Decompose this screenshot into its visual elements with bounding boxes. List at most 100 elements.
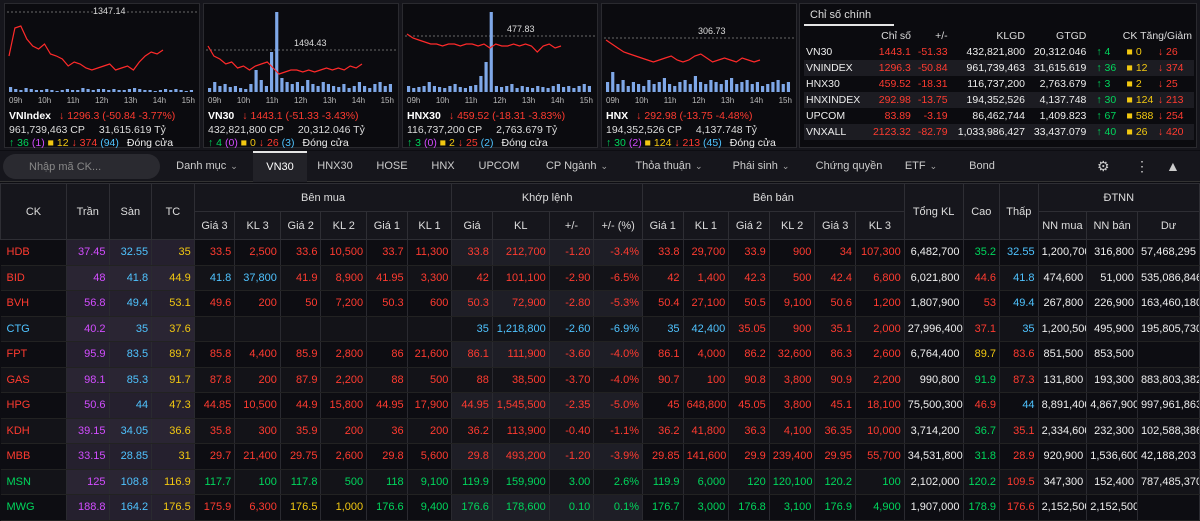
cell-cao: 53 — [963, 290, 1001, 317]
tab-bond[interactable]: Bond — [950, 151, 1014, 182]
stock-symbol[interactable]: MSN — [0, 469, 67, 495]
column-header[interactable]: Giá 1 — [366, 211, 408, 240]
tab-hnx[interactable]: HNX — [421, 151, 465, 182]
column-header[interactable]: Thấp — [999, 183, 1039, 240]
column-header[interactable]: Giá 3 — [193, 211, 236, 240]
volume-bar — [143, 90, 147, 92]
volume-bar — [174, 89, 178, 92]
cell-kl-3: 4,900 — [855, 494, 905, 521]
summary-row[interactable]: VNINDEX 1296.3 -50.84 961,739,463 31,615.619… — [804, 60, 1194, 76]
column-header[interactable]: Dư — [1136, 211, 1200, 240]
tab-label: VN30 — [266, 161, 294, 173]
summary-change: -82.79 — [912, 124, 950, 140]
stock-row[interactable]: HDB 37.45 32.55 35 33.5 2,500 33.6 10,500 33.7 11… — [0, 239, 1200, 266]
column-header[interactable]: +/- — [548, 211, 595, 240]
tab-cp-ng-nh[interactable]: CP Ngành ⌄ — [533, 151, 621, 182]
stock-symbol[interactable]: CTG — [0, 316, 67, 342]
column-header[interactable]: Giá 2 — [728, 211, 770, 240]
stock-row[interactable]: MSN 125 108.8 116.9 117.7 100 117.8 500 118 9,100… — [0, 469, 1200, 495]
column-header[interactable]: KL 3 — [854, 211, 905, 240]
column-header[interactable]: Giá 1 — [642, 211, 684, 240]
index-panel-hnx30[interactable]: 477.83 09h 10h 11h 12h 13h 14h 15h HNX30 ↓ 459.52 … — [402, 3, 598, 149]
summary-up: 30 — [1104, 94, 1117, 106]
stock-symbol[interactable]: BVH — [0, 290, 67, 317]
volume-bar — [668, 84, 672, 92]
cell-gi: 42 — [451, 265, 493, 291]
tab-vn30[interactable]: VN30 — [253, 151, 307, 182]
stock-symbol[interactable]: GAS — [0, 367, 67, 393]
cell-nn-mua: 1,200,700 — [1038, 239, 1088, 266]
column-header[interactable]: KL 2 — [320, 211, 368, 240]
more-vertical-icon[interactable]: ⋮ — [1135, 158, 1149, 174]
index-panel-vnindex[interactable]: 1347.14 09h 10h 11h 12h 13h 14h 15h VNIndex ↓ 1296… — [4, 3, 200, 149]
stock-symbol[interactable]: FPT — [0, 341, 67, 368]
column-header[interactable]: Trần — [65, 183, 110, 240]
column-header[interactable]: KL 3 — [234, 211, 281, 240]
column-header[interactable]: Giá — [451, 211, 493, 240]
volume-bar — [520, 86, 524, 92]
up-arrow-icon: ↑ — [606, 137, 615, 149]
summary-row[interactable]: VNXALL 2123.32 -82.79 1,033,986,427 33,437.0… — [804, 124, 1194, 140]
stock-row[interactable]: FPT 95.9 83.5 89.7 85.8 4,400 85.9 2,800 86 21,60… — [0, 341, 1200, 368]
column-header[interactable]: Giá 2 — [279, 211, 322, 240]
stock-symbol[interactable]: BID — [0, 265, 67, 291]
summary-row[interactable]: HNX30 459.52 -18.31 116,737,200 2,763.679 ↑ 3… — [804, 76, 1194, 92]
column-header[interactable]: KL 1 — [682, 211, 730, 240]
stock-row[interactable]: KDH 39.15 34.05 36.6 35.8 300 35.9 200 36 200 36.2… — [0, 418, 1200, 444]
summary-tab[interactable]: Chỉ số chính — [804, 8, 894, 26]
volume-bar — [388, 84, 392, 92]
tab-upcom[interactable]: UPCOM — [465, 151, 533, 182]
column-header[interactable]: KL 2 — [768, 211, 816, 240]
column-header[interactable]: +/- (%) — [593, 211, 643, 240]
column-header[interactable]: TC — [151, 183, 195, 240]
summary-volume: 86,462,744 — [972, 110, 1025, 122]
column-header[interactable]: NN mua — [1037, 211, 1088, 240]
stock-search-input[interactable] — [3, 154, 160, 179]
summary-row[interactable]: HNXINDEX 292.98 -13.75 194,352,526 4,137.748… — [804, 92, 1194, 108]
column-header[interactable]: Cao — [962, 183, 1001, 240]
summary-row[interactable]: UPCOM 83.89 -3.19 86,462,744 1,409.823 ↑ 67 ■ … — [804, 108, 1194, 124]
column-header[interactable]: KL 1 — [406, 211, 453, 240]
column-header[interactable]: Giá 3 — [814, 211, 856, 240]
decliners: 374 — [79, 137, 98, 149]
index-panel-vn30[interactable]: 1494.43 09h 10h 11h 12h 13h 14h 15h VN30 ↓ 1443.1 … — [203, 3, 399, 149]
tab-danh-m-c[interactable]: Danh mục ⌄ — [163, 151, 251, 182]
column-header[interactable]: Sàn — [108, 183, 153, 240]
volume-bar — [373, 84, 377, 92]
column-header[interactable]: Tổng KL — [903, 183, 964, 240]
cell-tr-n: 95.9 — [66, 341, 110, 368]
volume-bar — [337, 87, 341, 92]
tab-ph-i-sinh[interactable]: Phái sinh ⌄ — [716, 151, 806, 182]
arrow-up-icon[interactable]: ▲ — [1166, 158, 1180, 174]
tab-hose[interactable]: HOSE — [363, 151, 421, 182]
stock-row[interactable]: CTG 40.2 35 37.6 35 1,218,800 -2.60 -6.9% 35 42,4… — [0, 316, 1200, 342]
cell-: 2.6% — [593, 469, 643, 495]
tab-th-a-thu-n[interactable]: Thỏa thuận ⌄ — [622, 151, 716, 182]
cell-kl-3: 200 — [234, 290, 281, 317]
tab-hnx30[interactable]: HNX30 — [307, 151, 363, 182]
gear-icon[interactable]: ⚙ — [1097, 158, 1110, 174]
tab-ch-ng-quy-n[interactable]: Chứng quyền — [806, 151, 892, 182]
stock-row[interactable]: GAS 98.1 85.3 91.7 87.8 200 87.9 2,200 88 500 88 38… — [0, 367, 1200, 393]
stock-symbol[interactable]: HDB — [0, 239, 67, 266]
volume-bar — [479, 76, 483, 92]
stock-row[interactable]: MBB 33.15 28.85 31 29.7 21,400 29.75 2,600 29.8 5… — [0, 443, 1200, 470]
volume-bar — [556, 84, 560, 92]
stock-row[interactable]: BVH 56.8 49.4 53.1 49.6 200 50 7,200 50.3 600 50.3… — [0, 290, 1200, 317]
tab-etf[interactable]: ETF ⌄ — [892, 151, 950, 182]
column-header[interactable]: KL — [491, 211, 550, 240]
cell-kl: 159,900 — [492, 469, 550, 495]
summary-row[interactable]: VN30 1443.1 -51.33 432,821,800 20,312.046 ↑ 4… — [804, 44, 1194, 60]
column-header[interactable]: NN bán — [1086, 211, 1138, 240]
stock-symbol[interactable]: HPG — [0, 392, 67, 419]
stock-row[interactable]: MWG 188.8 164.2 176.5 175.9 6,300 176.5 1,000 17… — [0, 494, 1200, 521]
cell-gi-1: 29.85 — [642, 443, 684, 470]
index-panel-hnx[interactable]: 306.73 09h 10h 11h 12h 13h 14h 15h HNX ↓ 292.98 (-… — [601, 3, 797, 149]
stock-row[interactable]: HPG 50.6 44 47.3 44.85 10,500 44.9 15,800 44.95 1… — [0, 392, 1200, 419]
stock-symbol[interactable]: MWG — [0, 494, 67, 521]
stock-row[interactable]: BID 48 41.8 44.9 41.8 37,800 41.9 8,900 41.95 3,3… — [0, 265, 1200, 291]
group-header-foreign: ĐTNN — [1037, 183, 1200, 212]
stock-symbol[interactable]: MBB — [0, 443, 67, 470]
column-header[interactable]: CK — [0, 183, 67, 240]
stock-symbol[interactable]: KDH — [0, 418, 67, 444]
